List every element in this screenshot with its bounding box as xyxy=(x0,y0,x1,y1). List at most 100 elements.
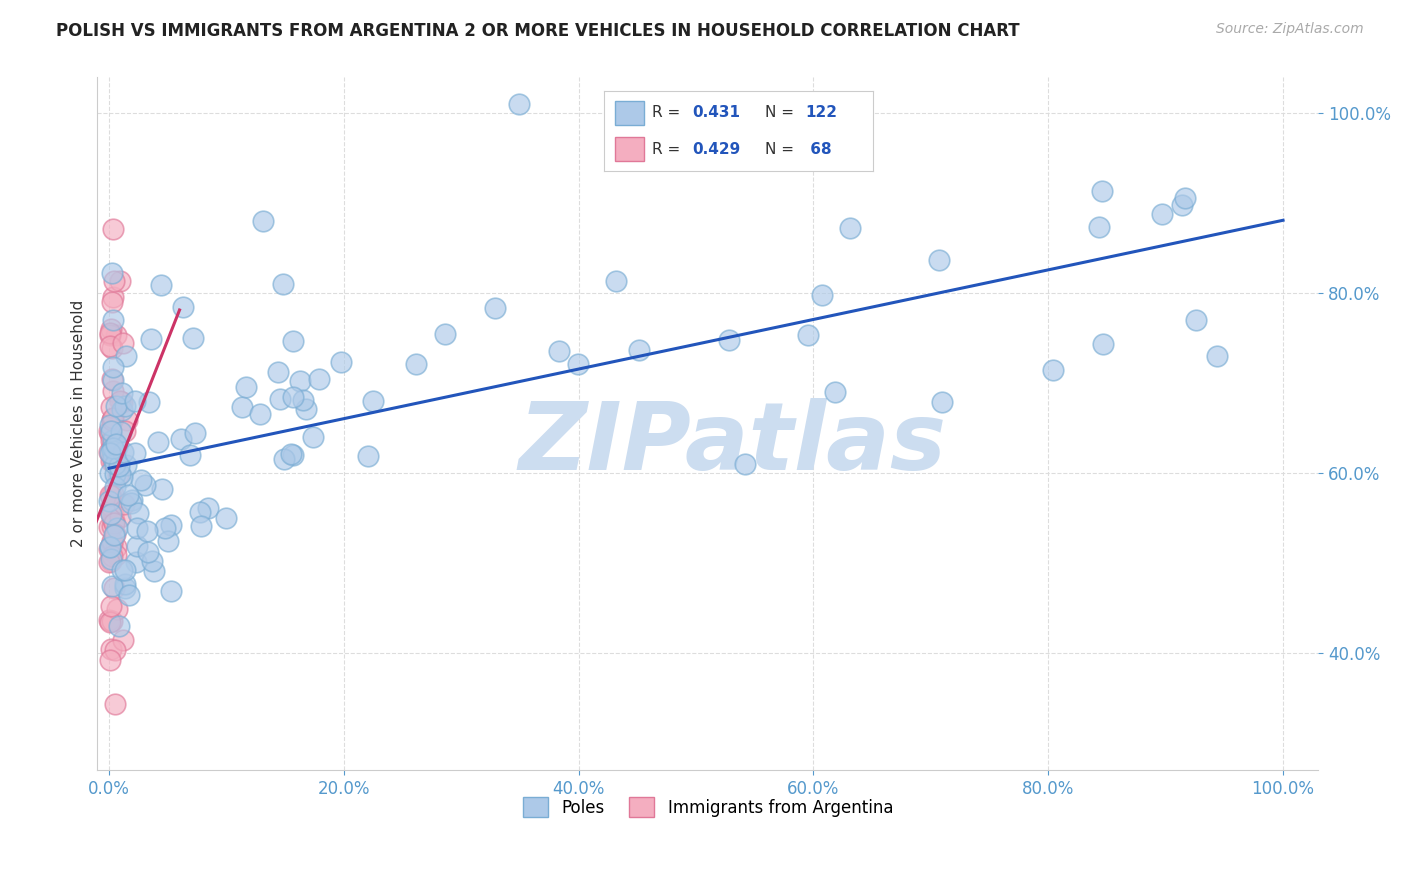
Point xyxy=(100,439,122,453)
Point xyxy=(98,541,121,555)
Point xyxy=(127,539,149,553)
Point xyxy=(1087,219,1109,234)
Point xyxy=(124,393,146,408)
Point xyxy=(190,519,212,533)
Point xyxy=(100,454,122,468)
Point xyxy=(101,413,124,427)
Point xyxy=(288,374,311,388)
Point xyxy=(547,344,569,359)
Point xyxy=(104,444,127,458)
Point xyxy=(114,349,136,363)
Point xyxy=(114,577,136,591)
Point xyxy=(107,467,129,482)
Point xyxy=(357,449,380,463)
Point xyxy=(308,372,330,386)
Point xyxy=(1152,207,1174,221)
Point xyxy=(363,394,385,409)
Point xyxy=(98,520,121,534)
Point xyxy=(104,643,127,657)
Point xyxy=(101,442,124,456)
Point xyxy=(103,516,125,530)
Point xyxy=(159,518,181,533)
Point xyxy=(101,518,124,533)
Point xyxy=(183,426,205,441)
Point xyxy=(100,322,122,336)
Point xyxy=(111,385,134,400)
Point xyxy=(111,445,134,459)
Point xyxy=(273,277,295,291)
Point xyxy=(103,433,125,447)
Point xyxy=(98,425,121,439)
Point xyxy=(127,506,149,520)
Point xyxy=(100,507,122,521)
Point xyxy=(141,332,163,346)
Point xyxy=(150,278,173,293)
Point xyxy=(125,555,148,569)
Point xyxy=(103,515,125,529)
Point xyxy=(718,333,741,347)
Point xyxy=(1185,313,1208,327)
Point xyxy=(100,507,122,521)
Point xyxy=(101,536,124,550)
Point xyxy=(183,331,205,345)
Point xyxy=(291,392,314,407)
Point xyxy=(103,514,125,528)
Point xyxy=(101,312,124,326)
Point xyxy=(103,274,125,288)
Point xyxy=(1171,198,1194,212)
Point xyxy=(170,433,193,447)
Point xyxy=(273,451,295,466)
Point xyxy=(104,457,127,471)
Point xyxy=(100,599,122,614)
Point xyxy=(108,458,131,473)
Point xyxy=(121,493,143,508)
Point xyxy=(101,579,124,593)
Point xyxy=(98,613,121,627)
Point xyxy=(280,447,302,461)
Point xyxy=(190,505,212,519)
Point xyxy=(98,488,121,502)
Point xyxy=(98,615,121,629)
Point xyxy=(294,401,316,416)
Point xyxy=(100,551,122,566)
Point xyxy=(101,451,124,466)
Legend: Poles, Immigrants from Argentina: Poles, Immigrants from Argentina xyxy=(516,790,900,824)
Point xyxy=(98,445,121,459)
Point xyxy=(101,222,124,236)
Point xyxy=(104,527,127,541)
Point xyxy=(249,408,271,422)
Point xyxy=(110,509,132,524)
Text: ZIPatlas: ZIPatlas xyxy=(519,399,946,491)
Point xyxy=(197,500,219,515)
Point xyxy=(928,252,950,267)
Point xyxy=(405,357,427,371)
Point xyxy=(127,521,149,535)
Point xyxy=(148,434,170,449)
Point xyxy=(104,454,127,468)
Point xyxy=(157,534,180,549)
Point xyxy=(101,455,124,469)
Point xyxy=(118,587,141,601)
Point xyxy=(100,424,122,438)
Point xyxy=(252,214,274,228)
Point xyxy=(98,418,121,433)
Point xyxy=(98,555,121,569)
Point xyxy=(231,401,253,415)
Point xyxy=(796,327,818,342)
Point xyxy=(103,508,125,522)
Point xyxy=(104,697,127,711)
Point xyxy=(136,545,159,559)
Point xyxy=(101,342,124,356)
Point xyxy=(605,274,627,288)
Point xyxy=(434,327,457,342)
Point xyxy=(114,458,136,472)
Point xyxy=(567,357,589,371)
Point xyxy=(111,469,134,483)
Point xyxy=(104,399,127,413)
Point xyxy=(101,442,124,456)
Point xyxy=(104,467,127,481)
Point xyxy=(143,564,166,578)
Point xyxy=(114,582,136,596)
Point xyxy=(129,473,152,487)
Point xyxy=(114,399,136,413)
